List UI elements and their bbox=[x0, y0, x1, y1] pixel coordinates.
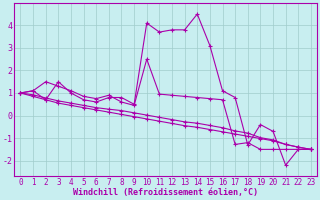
X-axis label: Windchill (Refroidissement éolien,°C): Windchill (Refroidissement éolien,°C) bbox=[73, 188, 258, 197]
